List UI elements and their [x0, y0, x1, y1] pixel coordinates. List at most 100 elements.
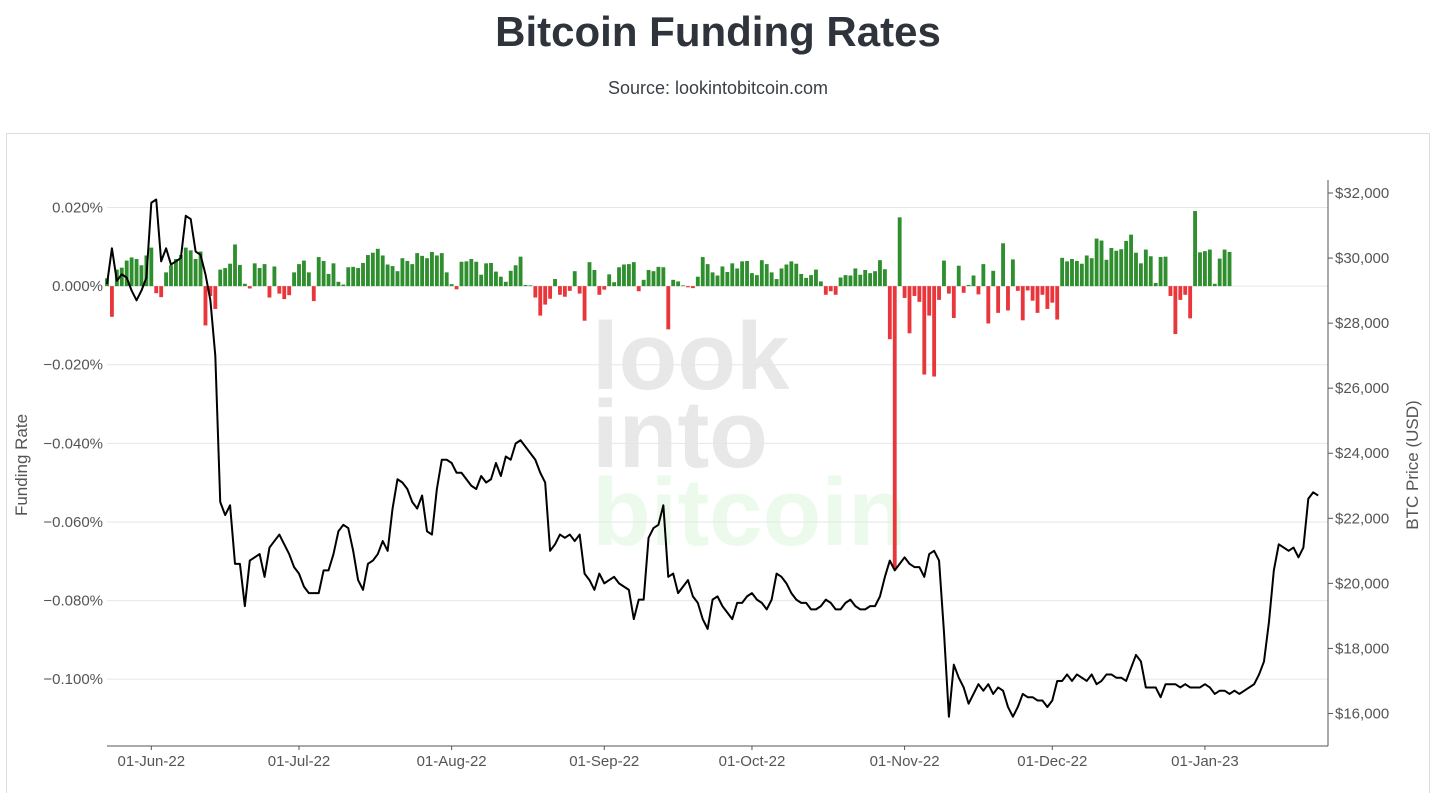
funding-bar: [991, 270, 996, 287]
funding-bar: [548, 286, 553, 299]
funding-bar: [390, 266, 395, 287]
funding-bar: [208, 286, 213, 296]
funding-bar: [671, 279, 676, 287]
funding-bar: [572, 271, 577, 287]
funding-bar: [562, 286, 567, 297]
funding-bar: [577, 286, 582, 294]
funding-bar: [489, 262, 493, 287]
funding-bar: [784, 264, 789, 287]
x-tick-label: 01-Jun-22: [118, 753, 186, 770]
left-axis-ticks: 0.020% 0.000% −0.020% −0.040% −0.060% −0.080%…: [43, 200, 103, 689]
funding-bar: [242, 283, 247, 287]
funding-bar: [356, 268, 361, 287]
funding-bar: [154, 286, 159, 294]
funding-bar: [183, 247, 188, 287]
funding-bar: [434, 255, 439, 287]
funding-bar: [892, 286, 897, 570]
funding-bar: [1040, 286, 1045, 295]
funding-bar: [1065, 261, 1069, 287]
y2-axis-title: BTC Price (USD): [1403, 400, 1422, 529]
funding-bar: [1148, 256, 1153, 287]
funding-bar: [937, 286, 941, 300]
funding-bar: [705, 264, 710, 287]
funding-bar: [361, 262, 365, 287]
funding-bar: [316, 257, 321, 287]
funding-bar: [553, 279, 557, 287]
funding-bar: [1109, 248, 1114, 287]
funding-bar: [439, 253, 444, 287]
funding-bar: [833, 286, 838, 295]
funding-bar: [425, 258, 429, 287]
funding-bar: [326, 273, 331, 287]
funding-bar: [823, 286, 828, 295]
funding-bar: [174, 259, 178, 287]
funding-bar: [774, 279, 779, 287]
funding-bar: [725, 271, 730, 287]
funding-bar: [508, 270, 513, 287]
funding-bar: [321, 260, 326, 287]
funding-bar: [750, 273, 754, 287]
funding-bar: [1089, 258, 1094, 287]
funding-bar: [267, 286, 272, 298]
funding-bar: [686, 286, 690, 288]
funding-bar: [804, 277, 809, 287]
funding-bar: [311, 286, 316, 302]
funding-bar: [740, 261, 745, 287]
funding-bar: [1079, 263, 1084, 287]
funding-bar: [178, 255, 183, 287]
funding-bar: [193, 259, 198, 287]
funding-bar: [907, 286, 912, 334]
funding-bar: [567, 286, 572, 291]
funding-bar: [1035, 286, 1040, 313]
funding-bar: [1138, 263, 1143, 287]
funding-bar: [754, 275, 759, 287]
funding-bar: [587, 262, 592, 287]
funding-bar: [410, 264, 415, 287]
funding-bar: [272, 266, 277, 287]
funding-bar: [661, 267, 666, 287]
funding-bar: [917, 286, 922, 302]
chart-title: Bitcoin Funding Rates: [495, 8, 941, 55]
funding-bar: [558, 286, 562, 295]
funding-bar: [878, 260, 882, 287]
funding-bar: [656, 266, 661, 287]
y2-tick-label: $18,000: [1335, 640, 1389, 657]
y2-tick-label: $22,000: [1335, 510, 1389, 527]
funding-bar: [715, 275, 720, 287]
funding-bar: [676, 281, 681, 287]
x-tick-label: 01-Nov-22: [870, 753, 940, 770]
funding-bar: [932, 286, 937, 377]
funding-bar: [981, 264, 986, 287]
x-tick-label: 01-Sep-22: [569, 753, 639, 770]
x-tick-label: 01-Jan-23: [1171, 753, 1239, 770]
funding-bar: [971, 275, 976, 287]
y-tick-label: −0.020%: [43, 357, 103, 374]
funding-bar: [1158, 257, 1163, 287]
funding-bar: [1163, 256, 1168, 287]
funding-bar: [912, 286, 917, 296]
funding-bar: [730, 263, 735, 287]
funding-bar: [262, 264, 267, 287]
funding-bar: [1178, 286, 1183, 300]
funding-bar: [302, 260, 306, 287]
funding-bar: [1129, 234, 1133, 287]
funding-bar: [1001, 243, 1005, 287]
y-tick-label: −0.100%: [43, 671, 103, 688]
funding-bar: [400, 258, 405, 287]
funding-bar: [996, 286, 1001, 313]
funding-bar: [626, 264, 631, 287]
funding-bar: [976, 286, 981, 295]
funding-bar: [198, 251, 203, 287]
y2-tick-label: $32,000: [1335, 185, 1389, 202]
funding-bar: [420, 255, 425, 287]
funding-bar: [1074, 260, 1079, 287]
funding-bar: [1060, 257, 1065, 287]
funding-bar: [110, 286, 114, 317]
funding-bar: [695, 276, 700, 287]
funding-bar: [395, 271, 400, 287]
funding-bar: [139, 265, 144, 287]
funding-bar: [582, 286, 587, 321]
x-tick-label: 01-Jul-22: [268, 753, 331, 770]
funding-bar: [946, 286, 951, 294]
funding-bar: [789, 261, 794, 287]
